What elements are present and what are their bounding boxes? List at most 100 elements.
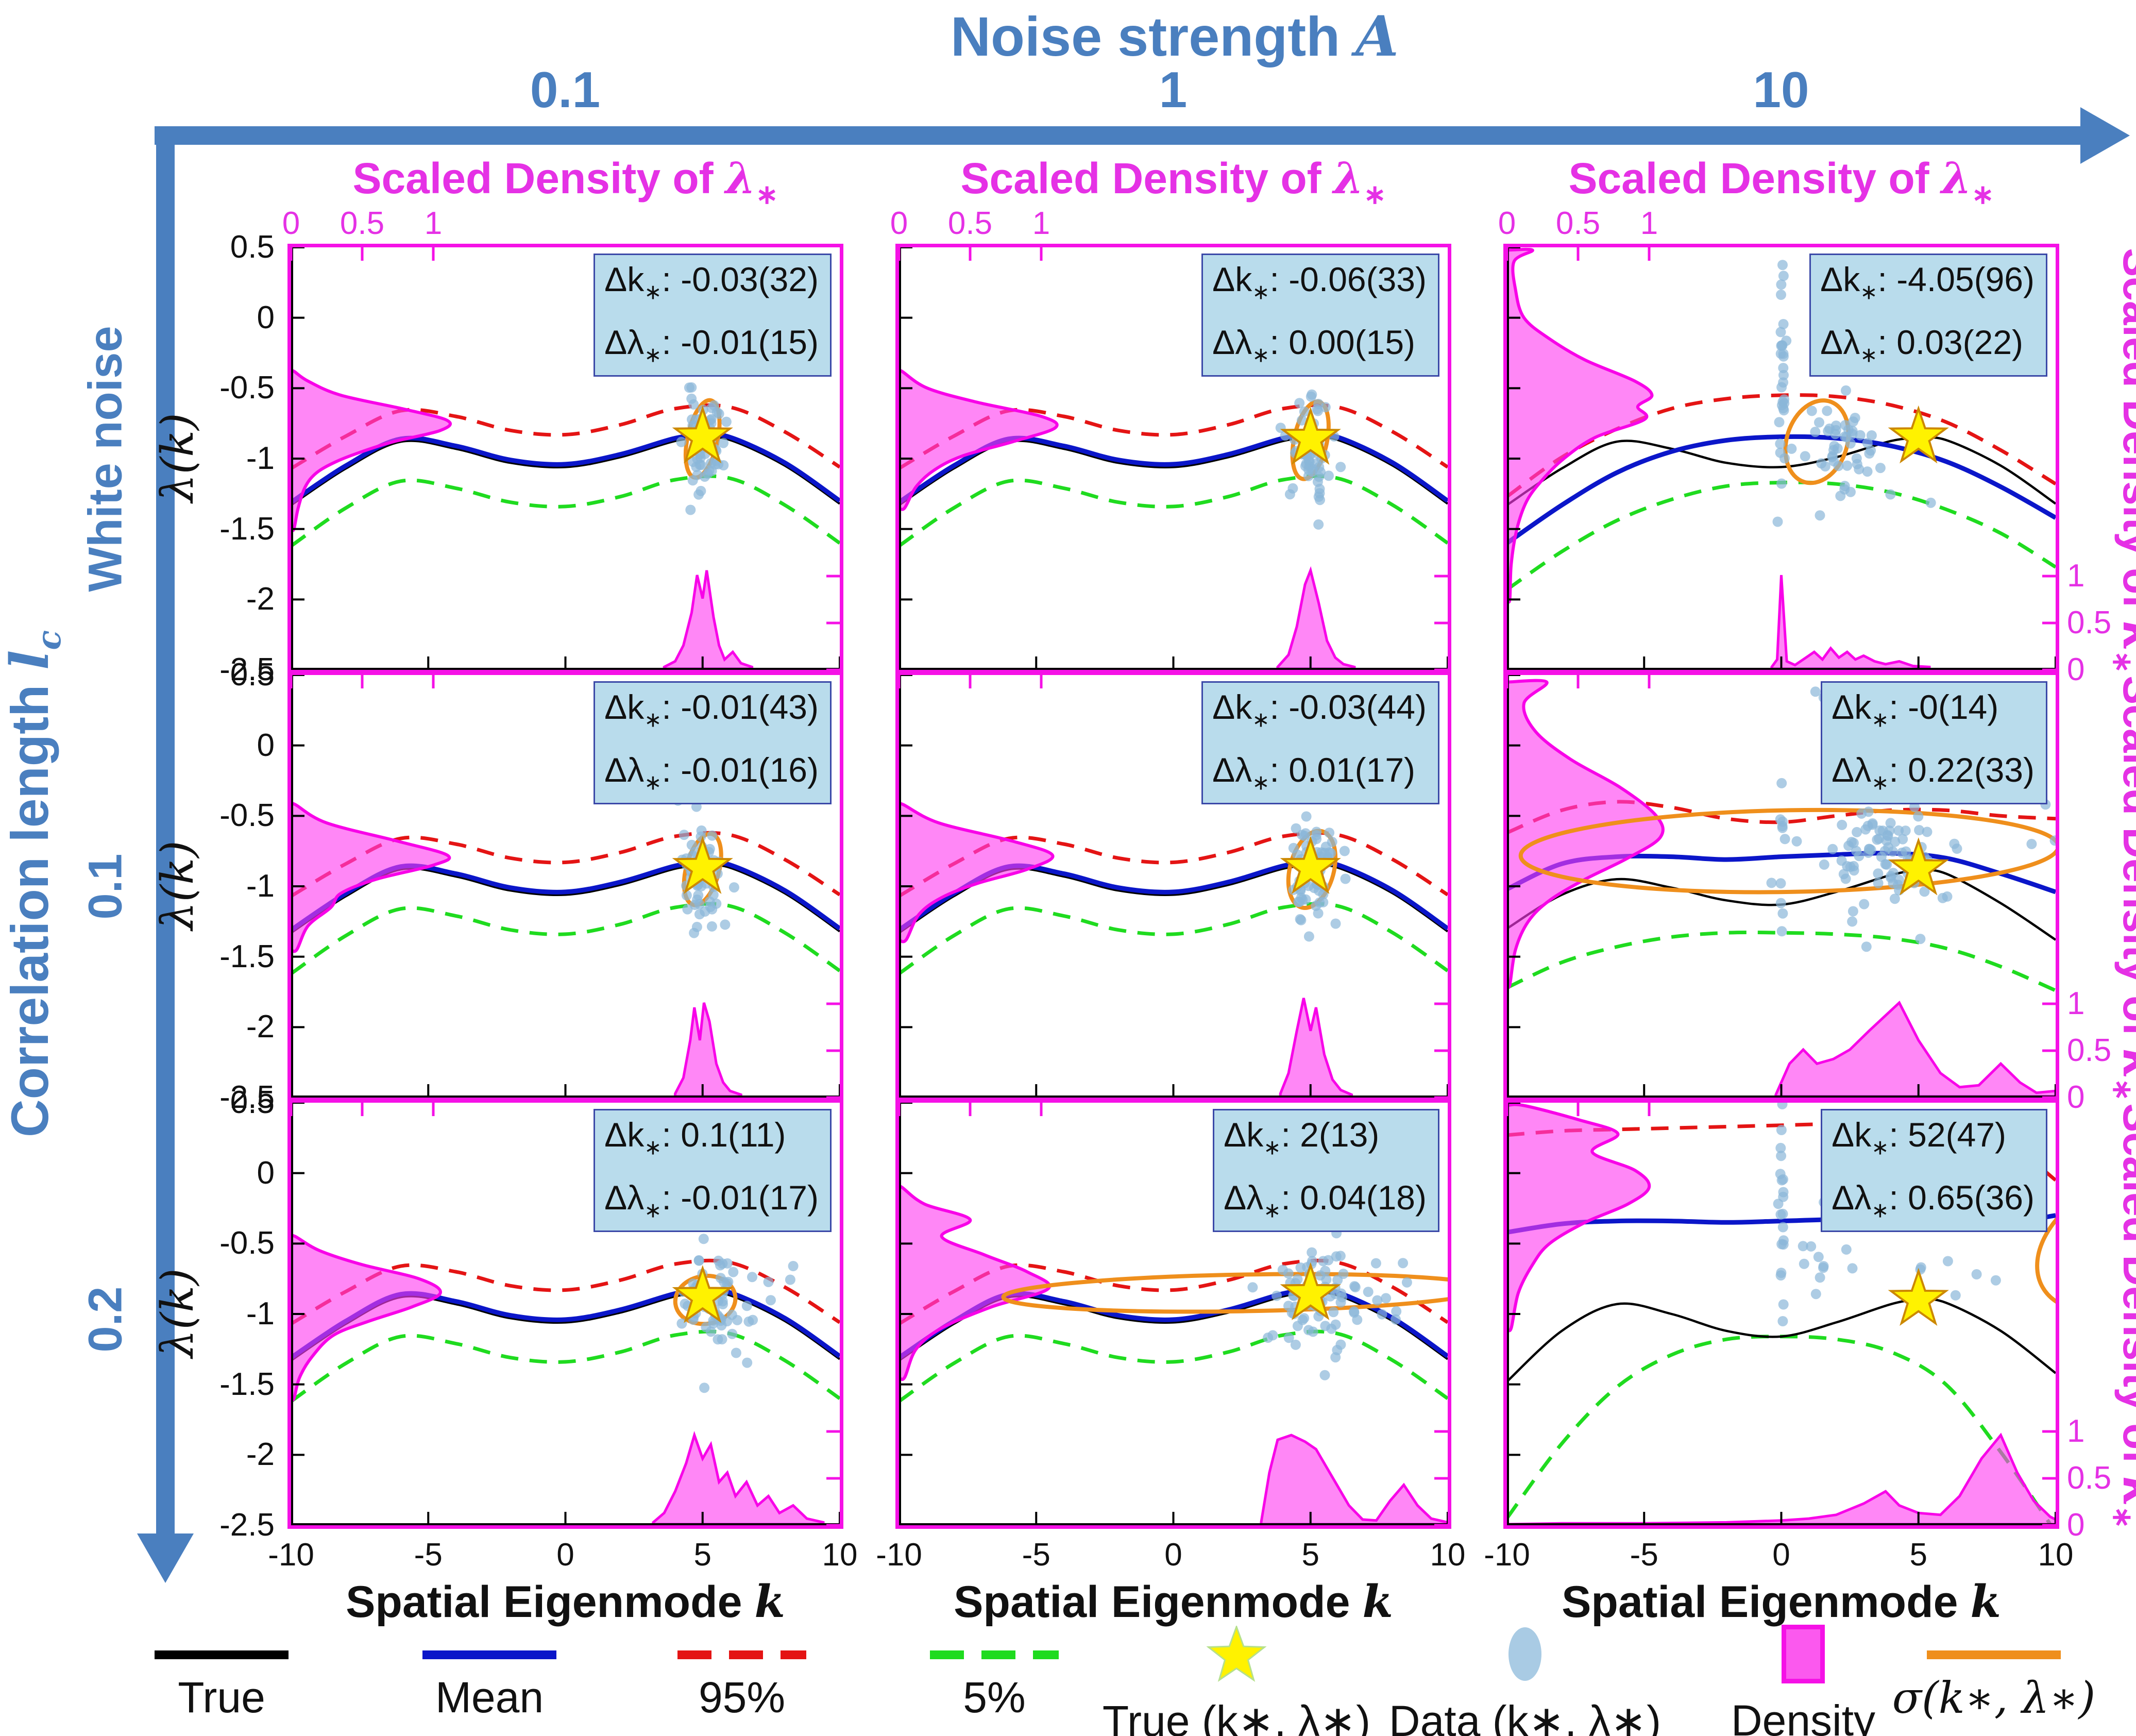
x-tick-label: 10 — [2038, 1537, 2074, 1573]
x-tick-label: 0 — [556, 1537, 574, 1573]
delta-value: 2(13) — [1300, 1116, 1380, 1154]
lambda-density — [1507, 247, 1654, 604]
delta-value: 0.03(22) — [1896, 323, 2024, 362]
y-tick-label: -0.5 — [219, 370, 275, 406]
separator: : — [662, 1116, 681, 1154]
x-axis-label: Spatial Eigenmode k — [954, 1576, 1393, 1628]
y-tick-label: -2.5 — [219, 1507, 275, 1543]
y-tick-label: -2.5 — [219, 652, 275, 687]
star-subscript: ∗ — [1871, 707, 1889, 732]
top-density-title: Scaled Density of λ∗ — [960, 153, 1386, 210]
page-title: Noise strength A — [752, 4, 1597, 69]
star-subscript: ∗ — [1871, 1199, 1889, 1223]
true-curve — [1507, 1298, 2056, 1383]
data-scatter — [1247, 1220, 1412, 1380]
k-density — [1260, 1434, 1448, 1525]
right-density-tick: 0 — [2067, 1080, 2085, 1115]
delta-value: -0.01(16) — [681, 751, 819, 789]
sigma-ellipse — [1518, 807, 2056, 895]
star-subscript: ∗ — [1252, 280, 1270, 304]
y-tick-label: -2.5 — [219, 1080, 275, 1115]
sigma-ellipse — [2035, 1174, 2056, 1313]
panel-axes — [899, 1103, 1448, 1525]
delta-symbol: Δλ — [604, 323, 645, 362]
left-title-var: l — [0, 650, 61, 670]
panel-r2c3: Δk∗: -0(14) Δλ∗: 0.22(33) — [1503, 671, 2059, 1101]
delta-value: -0.03(32) — [681, 260, 819, 298]
lambda-density — [899, 801, 1055, 943]
p5-curve — [291, 902, 840, 975]
panel-axes — [899, 675, 1448, 1098]
top-density-tick: 0 — [890, 206, 908, 241]
star-subscript: ∗ — [644, 707, 662, 732]
delta-symbol: Δk — [604, 688, 645, 726]
k-density — [1774, 1000, 2056, 1098]
star-subscript: ∗ — [1252, 343, 1270, 367]
legend-label-data: Data (k∗, λ∗) — [1388, 1697, 1662, 1736]
lambda-density — [291, 1234, 442, 1402]
x-axis-label: Spatial Eigenmode k — [346, 1576, 785, 1628]
delta-symbol: Δk — [604, 260, 645, 298]
panel-plot-r3c3 — [1507, 1103, 2056, 1525]
col-label-10: 10 — [1753, 61, 1809, 118]
left-title-sub: c — [30, 630, 69, 650]
right-density-title: Scaled Density of k∗ — [2107, 1103, 2136, 1529]
row-label-white-noise: White noise — [79, 326, 132, 592]
star-subscript: ∗ — [1263, 1135, 1281, 1159]
k-density — [663, 570, 754, 670]
delta-symbol: Δλ — [1212, 751, 1252, 789]
star-icon — [1206, 1626, 1267, 1682]
separator: : — [662, 1178, 681, 1217]
y-tick-label: 0.5 — [230, 229, 275, 265]
p5-curve — [1507, 480, 2056, 592]
separator: : — [1877, 323, 1897, 362]
separator: : — [1889, 751, 1908, 789]
x-tick-label: -5 — [1022, 1537, 1050, 1573]
separator: : — [1889, 688, 1908, 726]
lambda-density — [899, 1184, 1052, 1381]
right-density-title: Scaled Density of k∗ — [2107, 248, 2136, 673]
delta-annotation: Δk∗: 2(13) Δλ∗: 0.04(18) — [1213, 1109, 1439, 1232]
star-subscript: ∗ — [1871, 771, 1889, 795]
delta-value: -4.05(96) — [1896, 260, 2035, 298]
delta-symbol: Δλ — [604, 1178, 645, 1217]
right-density-tick: 0.5 — [2067, 1460, 2112, 1496]
panel-r2c2: Δk∗: -0.03(44) Δλ∗: 0.01(17) — [895, 671, 1451, 1101]
y-axis-label: λ(k) — [152, 413, 204, 502]
x-tick-label: 0 — [1772, 1537, 1790, 1573]
k-density — [1770, 575, 1931, 670]
legend-label-mean: Mean — [435, 1673, 544, 1722]
delta-value: 52(47) — [1908, 1116, 2006, 1154]
star-subscript: ∗ — [644, 280, 662, 304]
delta-value: 0.65(36) — [1908, 1178, 2035, 1217]
top-density-tick: 0 — [1498, 206, 1516, 241]
delta-annotation: Δk∗: 52(47) Δλ∗: 0.65(36) — [1821, 1109, 2047, 1232]
separator: : — [1281, 1116, 1300, 1154]
p95-dash-icon — [677, 1650, 806, 1659]
x-tick-label: 10 — [822, 1537, 858, 1573]
col-label-1: 1 — [1159, 61, 1188, 118]
separator: : — [1269, 260, 1289, 298]
delta-value: -0.06(33) — [1289, 260, 1427, 298]
delta-symbol: Δk — [1820, 260, 1860, 298]
col-label-0.1: 0.1 — [530, 61, 601, 118]
right-density-tick: 1 — [2067, 558, 2085, 594]
top-density-tick: 0 — [282, 206, 300, 241]
panel-r1c2: Δk∗: -0.06(33) Δλ∗: 0.00(15) — [895, 244, 1451, 673]
top-density-tick: 1 — [424, 206, 443, 241]
lambda-density — [1507, 1103, 1651, 1333]
delta-value: 0.00(15) — [1289, 323, 1416, 362]
legend: True Mean 95% 5% True (k∗, λ∗) Data (k∗,… — [0, 1625, 2136, 1736]
delta-value: -0.03(44) — [1289, 688, 1427, 726]
y-tick-label: -2 — [246, 1437, 275, 1473]
panel-plot-r1c3 — [1507, 247, 2056, 670]
separator: : — [1269, 323, 1289, 362]
x-tick-label: 5 — [1909, 1537, 1927, 1573]
panel-plot-r2c1 — [291, 675, 840, 1098]
x-tick-label: -10 — [1484, 1537, 1530, 1573]
separator: : — [1281, 1178, 1300, 1217]
left-title-text: Correlation length — [0, 670, 59, 1137]
data-scatter — [1772, 260, 1936, 527]
p5-curve — [1507, 930, 2056, 992]
